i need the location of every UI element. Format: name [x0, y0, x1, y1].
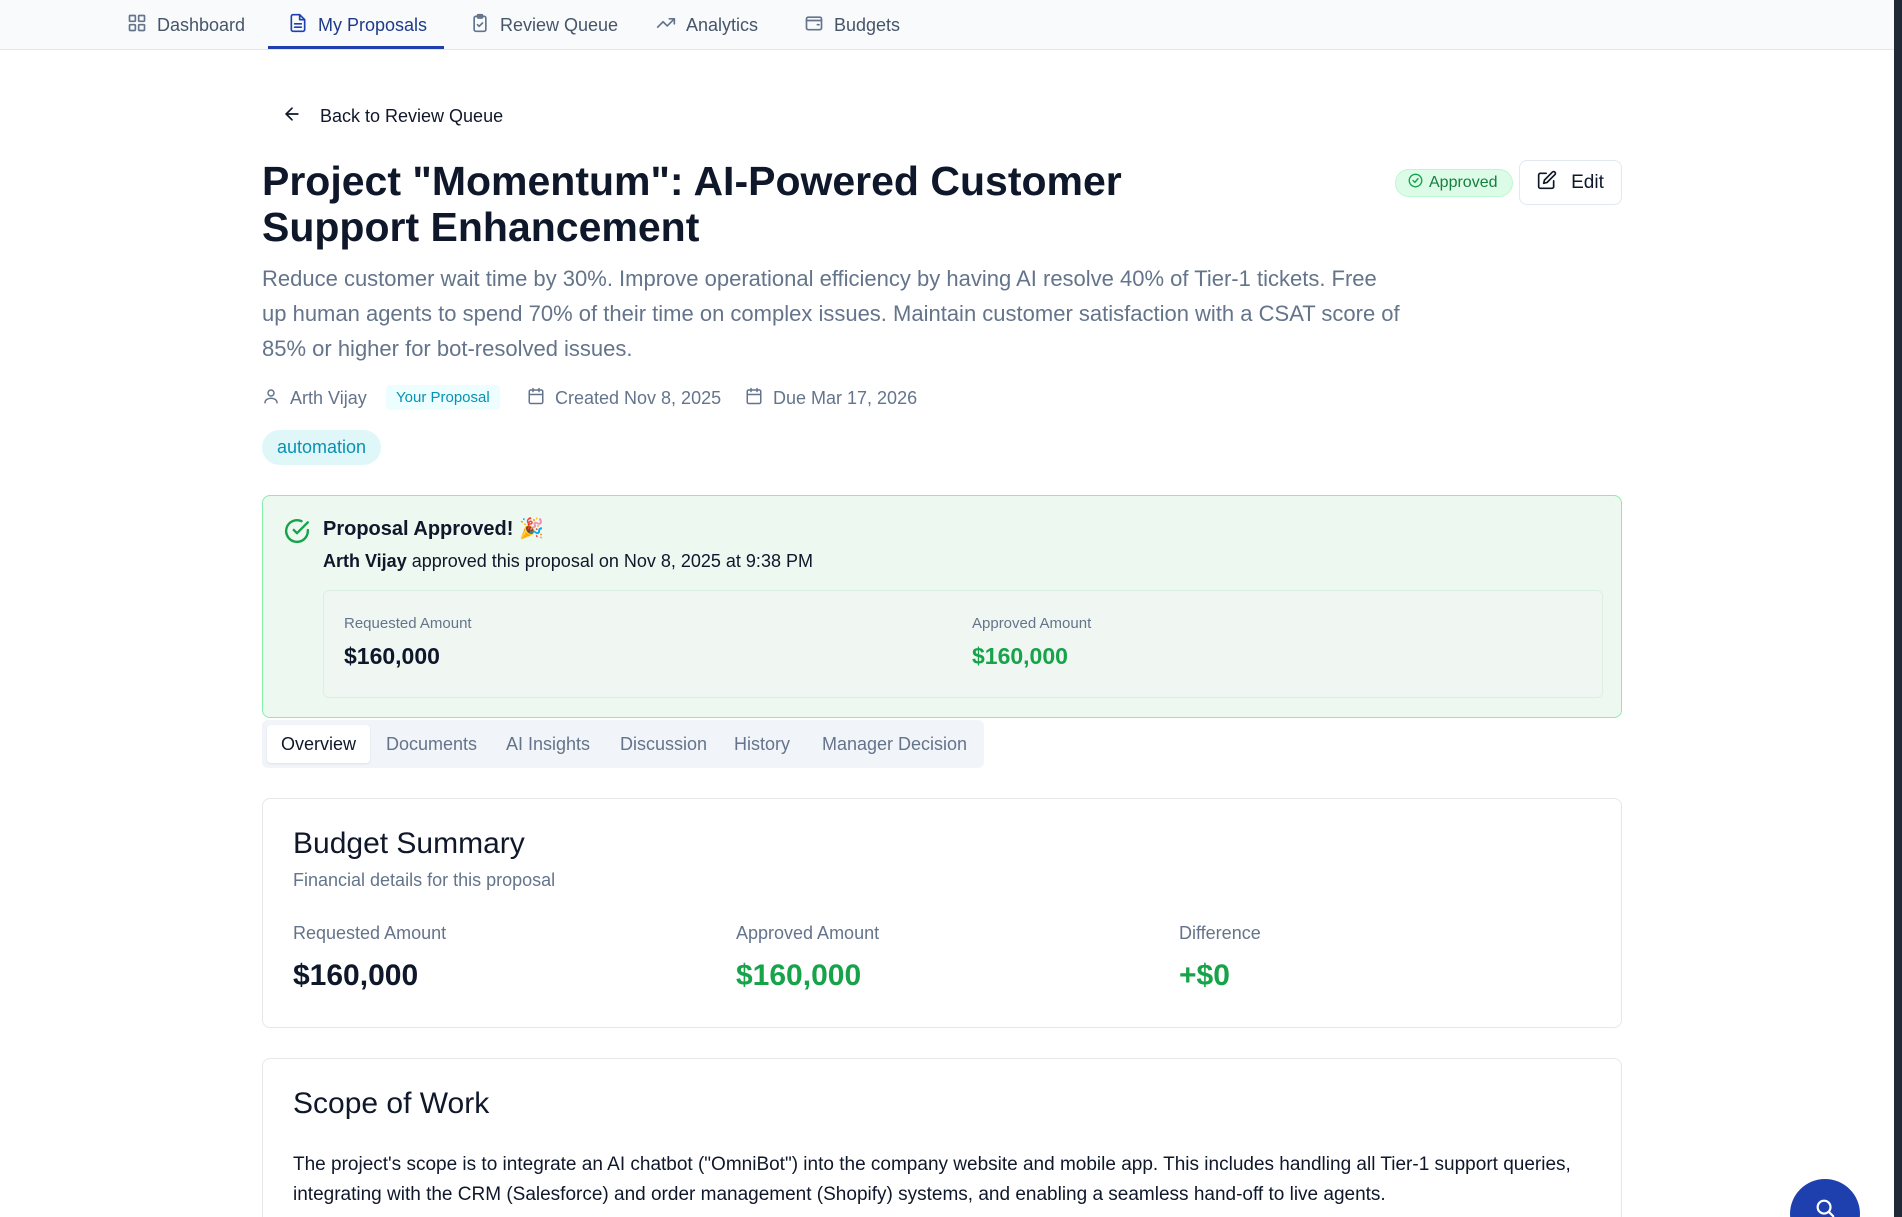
approval-amounts: Requested Amount $160,000 Approved Amoun…: [323, 590, 1603, 698]
calendar-icon: [745, 387, 763, 410]
tab-documents[interactable]: Documents: [386, 733, 478, 754]
approver-name: Arth Vijay: [323, 551, 407, 571]
requested-amount-value: $160,000: [344, 643, 440, 669]
scope-of-work-title: Scope of Work: [293, 1087, 490, 1120]
tab-discussion[interactable]: Discussion: [620, 733, 708, 754]
nav-tab-label: Dashboard: [157, 14, 246, 35]
approval-title: Proposal Approved! 🎉: [323, 518, 544, 540]
active-tab-indicator: [268, 46, 444, 49]
arrow-left-icon: [282, 104, 302, 129]
proposal-description: Reduce customer wait time by 30%. Improv…: [262, 266, 1400, 361]
nav-tab-label: Review Queue: [500, 14, 619, 35]
nav-tab-label: My Proposals: [318, 14, 428, 35]
document-icon: [288, 13, 308, 38]
grid-icon: [127, 13, 147, 38]
approval-banner: Proposal Approved! 🎉 Arth Vijay approved…: [262, 495, 1622, 718]
wallet-icon: [804, 13, 824, 38]
approved-amount-label: Approved Amount: [736, 923, 880, 943]
your-proposal-badge: Your Proposal: [386, 385, 500, 410]
requested-amount-label: Requested Amount: [344, 615, 472, 632]
created-date: Created Nov 8, 2025: [555, 387, 722, 408]
edit-button[interactable]: Edit: [1519, 160, 1622, 205]
due-date: Due Mar 17, 2026: [773, 387, 918, 408]
calendar-icon: [527, 387, 545, 410]
scope-of-work-card: Scope of Work The project's scope is to …: [262, 1058, 1622, 1217]
author-name: Arth Vijay: [290, 387, 367, 408]
approved-amount-value: $160,000: [736, 959, 862, 992]
budget-summary-title: Budget Summary: [293, 827, 525, 860]
tab-overview[interactable]: Overview: [267, 725, 371, 763]
approval-message-text: approved this proposal on Nov 8, 2025 at…: [406, 551, 813, 571]
nav-tab-review-queue[interactable]: Review Queue: [470, 0, 618, 50]
nav-tab-label: Budgets: [834, 14, 901, 35]
check-circle-icon: [1408, 173, 1423, 193]
nav-tab-my-proposals[interactable]: My Proposals: [288, 0, 427, 50]
status-label: Approved: [1429, 174, 1498, 191]
user-icon: [262, 387, 280, 410]
difference-label: Difference: [1179, 923, 1261, 943]
difference-value: +$0: [1179, 959, 1230, 992]
approved-amount-value: $160,000: [972, 643, 1068, 669]
tab-history[interactable]: History: [734, 733, 791, 754]
budget-summary-card: Budget Summary Financial details for thi…: [262, 798, 1622, 1028]
status-badge: Approved: [1395, 169, 1513, 197]
top-navigation: Dashboard My Proposals Review Queue Anal…: [0, 0, 1894, 50]
requested-amount-label: Requested Amount: [293, 923, 447, 943]
tag-automation[interactable]: automation: [262, 430, 382, 465]
page-title: Project "Momentum": AI-Powered Customer …: [262, 158, 1122, 250]
back-to-review-queue-link[interactable]: Back to Review Queue: [282, 104, 503, 129]
tab-ai-insights[interactable]: AI Insights: [506, 733, 591, 754]
author-meta: Arth Vijay: [262, 386, 367, 410]
approval-message: Arth Vijay approved this proposal on Nov…: [323, 551, 813, 572]
nav-tab-dashboard[interactable]: Dashboard: [127, 0, 245, 50]
nav-tab-analytics[interactable]: Analytics: [656, 0, 758, 50]
check-circle-icon: [284, 518, 310, 544]
requested-amount-value: $160,000: [293, 959, 419, 992]
edit-label: Edit: [1571, 171, 1604, 193]
nav-tab-label: Analytics: [686, 14, 759, 35]
edit-icon: [1537, 170, 1557, 196]
approved-amount-label: Approved Amount: [972, 615, 1092, 632]
search-fab-button[interactable]: [1790, 1179, 1860, 1217]
back-link-label: Back to Review Queue: [320, 106, 504, 126]
scope-of-work-text: The project's scope is to integrate an A…: [293, 1154, 1571, 1205]
tab-manager-decision[interactable]: Manager Decision: [822, 733, 968, 754]
clipboard-check-icon: [470, 13, 490, 38]
created-meta: Created Nov 8, 2025: [527, 386, 721, 410]
trending-up-icon: [656, 13, 676, 38]
budget-summary-subtitle: Financial details for this proposal: [293, 870, 556, 890]
scrollbar[interactable]: [1894, 0, 1902, 1217]
due-meta: Due Mar 17, 2026: [745, 386, 917, 410]
nav-tab-budgets[interactable]: Budgets: [804, 0, 900, 50]
section-tabs: Overview Documents AI Insights Discussio…: [262, 720, 984, 768]
